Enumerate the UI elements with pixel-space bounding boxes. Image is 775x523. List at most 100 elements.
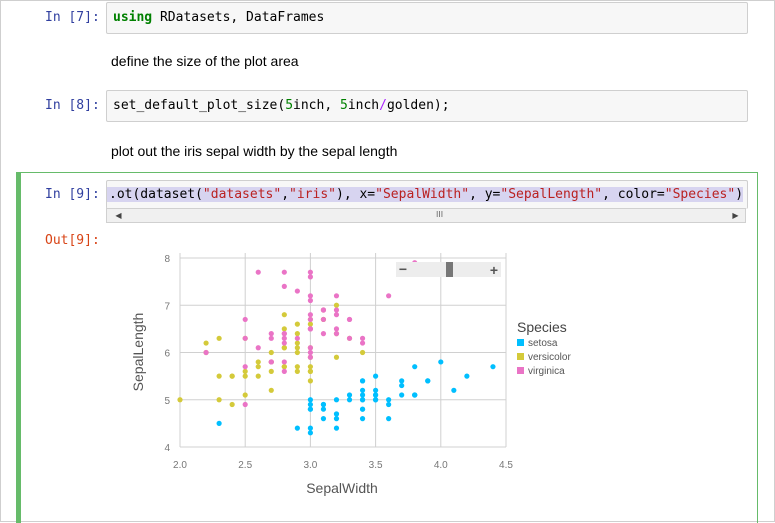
data-point-virginica xyxy=(359,335,366,341)
data-point-versicolor xyxy=(307,368,313,374)
data-point-virginica xyxy=(333,326,340,332)
data-point-versicolor xyxy=(307,378,313,384)
data-point-setosa xyxy=(399,378,405,384)
data-point-versicolor xyxy=(268,349,274,356)
data-point-setosa xyxy=(333,425,340,431)
out-9-prompt: Out[9]: xyxy=(45,233,100,248)
data-point-versicolor xyxy=(242,392,248,398)
data-point-setosa xyxy=(438,359,444,365)
data-point-virginica xyxy=(359,340,366,346)
legend: Species setosa versicolor virginica xyxy=(517,319,571,377)
data-point-virginica xyxy=(346,316,353,323)
data-point-setosa xyxy=(307,425,313,431)
horizontal-scrollbar[interactable]: ◀ III ▶ xyxy=(106,208,746,223)
data-point-versicolor xyxy=(203,340,209,346)
code-text: , xyxy=(281,187,290,202)
cell-9-prompt: In [9]: xyxy=(45,187,100,202)
x-tick-labels: 2.0 2.5 3.0 3.5 4.0 4.5 xyxy=(173,460,513,471)
scroll-left-icon[interactable]: ◀ xyxy=(115,211,122,220)
data-point-versicolor xyxy=(294,349,300,356)
legend-swatch-setosa xyxy=(517,339,524,346)
code-text: golden); xyxy=(386,98,450,113)
legend-label-virginica: virginica xyxy=(528,366,565,377)
data-point-setosa xyxy=(307,397,313,403)
data-point-setosa xyxy=(359,387,366,393)
data-point-virginica xyxy=(281,283,287,289)
data-point-setosa xyxy=(399,392,405,398)
cell-8-code[interactable]: set_default_plot_size(5inch, 5inch/golde… xyxy=(106,90,748,122)
data-point-virginica xyxy=(281,359,287,365)
x-axis-label: SepalWidth xyxy=(306,480,378,496)
data-point-virginica xyxy=(307,274,313,280)
data-point-setosa xyxy=(386,397,392,403)
y-tick-label: 8 xyxy=(164,254,170,265)
data-point-virginica xyxy=(307,293,313,299)
x-tick-label: 2.5 xyxy=(238,460,252,471)
data-point-setosa xyxy=(294,425,300,431)
data-point-versicolor xyxy=(268,368,274,374)
data-point-virginica xyxy=(242,335,248,341)
code-text: set_default_plot_size( xyxy=(113,98,286,113)
scatter-plot[interactable]: 4 5 6 7 8 2.0 2.5 3.0 3.5 4.0 4.5 SepalWidth Sepa… xyxy=(110,240,630,510)
markdown-plot-description: plot out the iris sepal width by the sep… xyxy=(111,143,398,159)
data-point-setosa xyxy=(425,378,431,384)
x-tick-label: 4.5 xyxy=(499,460,513,471)
data-point-virginica xyxy=(203,349,209,356)
code-text: , color= xyxy=(602,187,665,202)
code-string: "SepalWidth" xyxy=(375,187,470,202)
data-point-versicolor xyxy=(281,364,287,370)
data-point-virginica xyxy=(333,307,340,313)
data-point-setosa xyxy=(412,392,418,398)
data-point-virginica xyxy=(281,335,287,341)
zoom-out-icon[interactable]: − xyxy=(399,261,407,277)
scroll-right-icon[interactable]: ▶ xyxy=(732,211,739,220)
y-axis-label: SepalLength xyxy=(130,313,146,392)
data-point-versicolor xyxy=(281,326,287,332)
data-point-setosa xyxy=(320,406,327,412)
selected-cell-9[interactable] xyxy=(16,172,758,523)
legend-swatch-versicolor xyxy=(517,353,524,360)
data-point-virginica xyxy=(320,331,327,337)
data-point-setosa xyxy=(490,364,496,370)
y-tick-label: 7 xyxy=(164,301,170,312)
keyword-using: using xyxy=(113,10,153,25)
data-point-versicolor xyxy=(294,345,300,351)
markdown-plot-size: define the size of the plot area xyxy=(111,53,299,69)
code-text: , y= xyxy=(469,187,501,202)
data-point-setosa xyxy=(386,401,392,408)
data-point-versicolor xyxy=(294,368,300,374)
data-point-setosa xyxy=(359,392,366,398)
cell-9-code[interactable]: .ot(dataset("datasets","iris"), x="Sepal… xyxy=(106,180,748,209)
cell-7-prompt: In [7]: xyxy=(45,10,100,25)
data-point-virginica xyxy=(333,331,340,337)
data-point-setosa xyxy=(451,387,457,393)
scrollbar-grip-icon[interactable]: III xyxy=(436,210,444,219)
data-point-setosa xyxy=(320,416,327,422)
data-point-virginica xyxy=(268,359,274,365)
data-point-setosa xyxy=(333,411,340,417)
legend-label-versicolor: versicolor xyxy=(528,352,571,363)
code-text: ) xyxy=(735,187,744,202)
data-point-versicolor xyxy=(255,364,261,370)
data-point-versicolor xyxy=(177,397,183,403)
y-tick-label: 5 xyxy=(164,396,170,407)
data-point-virginica xyxy=(307,312,313,318)
cell-7-code[interactable]: using RDatasets, DataFrames xyxy=(106,2,748,34)
data-point-setosa xyxy=(399,382,405,389)
data-point-virginica xyxy=(346,335,353,341)
data-point-versicolor xyxy=(294,321,300,327)
data-point-setosa xyxy=(359,406,366,412)
zoom-slider-handle[interactable] xyxy=(446,262,453,277)
data-point-virginica xyxy=(255,345,261,351)
data-point-virginica xyxy=(307,297,313,304)
data-point-versicolor xyxy=(216,397,222,403)
legend-title: Species xyxy=(517,319,567,335)
data-point-setosa xyxy=(346,397,353,403)
data-point-setosa xyxy=(412,364,418,370)
plot-zoom-toolbar[interactable]: − + xyxy=(396,261,501,278)
zoom-in-icon[interactable]: + xyxy=(490,262,498,278)
data-point-versicolor xyxy=(294,364,300,370)
y-tick-label: 4 xyxy=(164,443,170,454)
data-point-setosa xyxy=(373,373,379,379)
data-point-setosa xyxy=(373,397,379,403)
